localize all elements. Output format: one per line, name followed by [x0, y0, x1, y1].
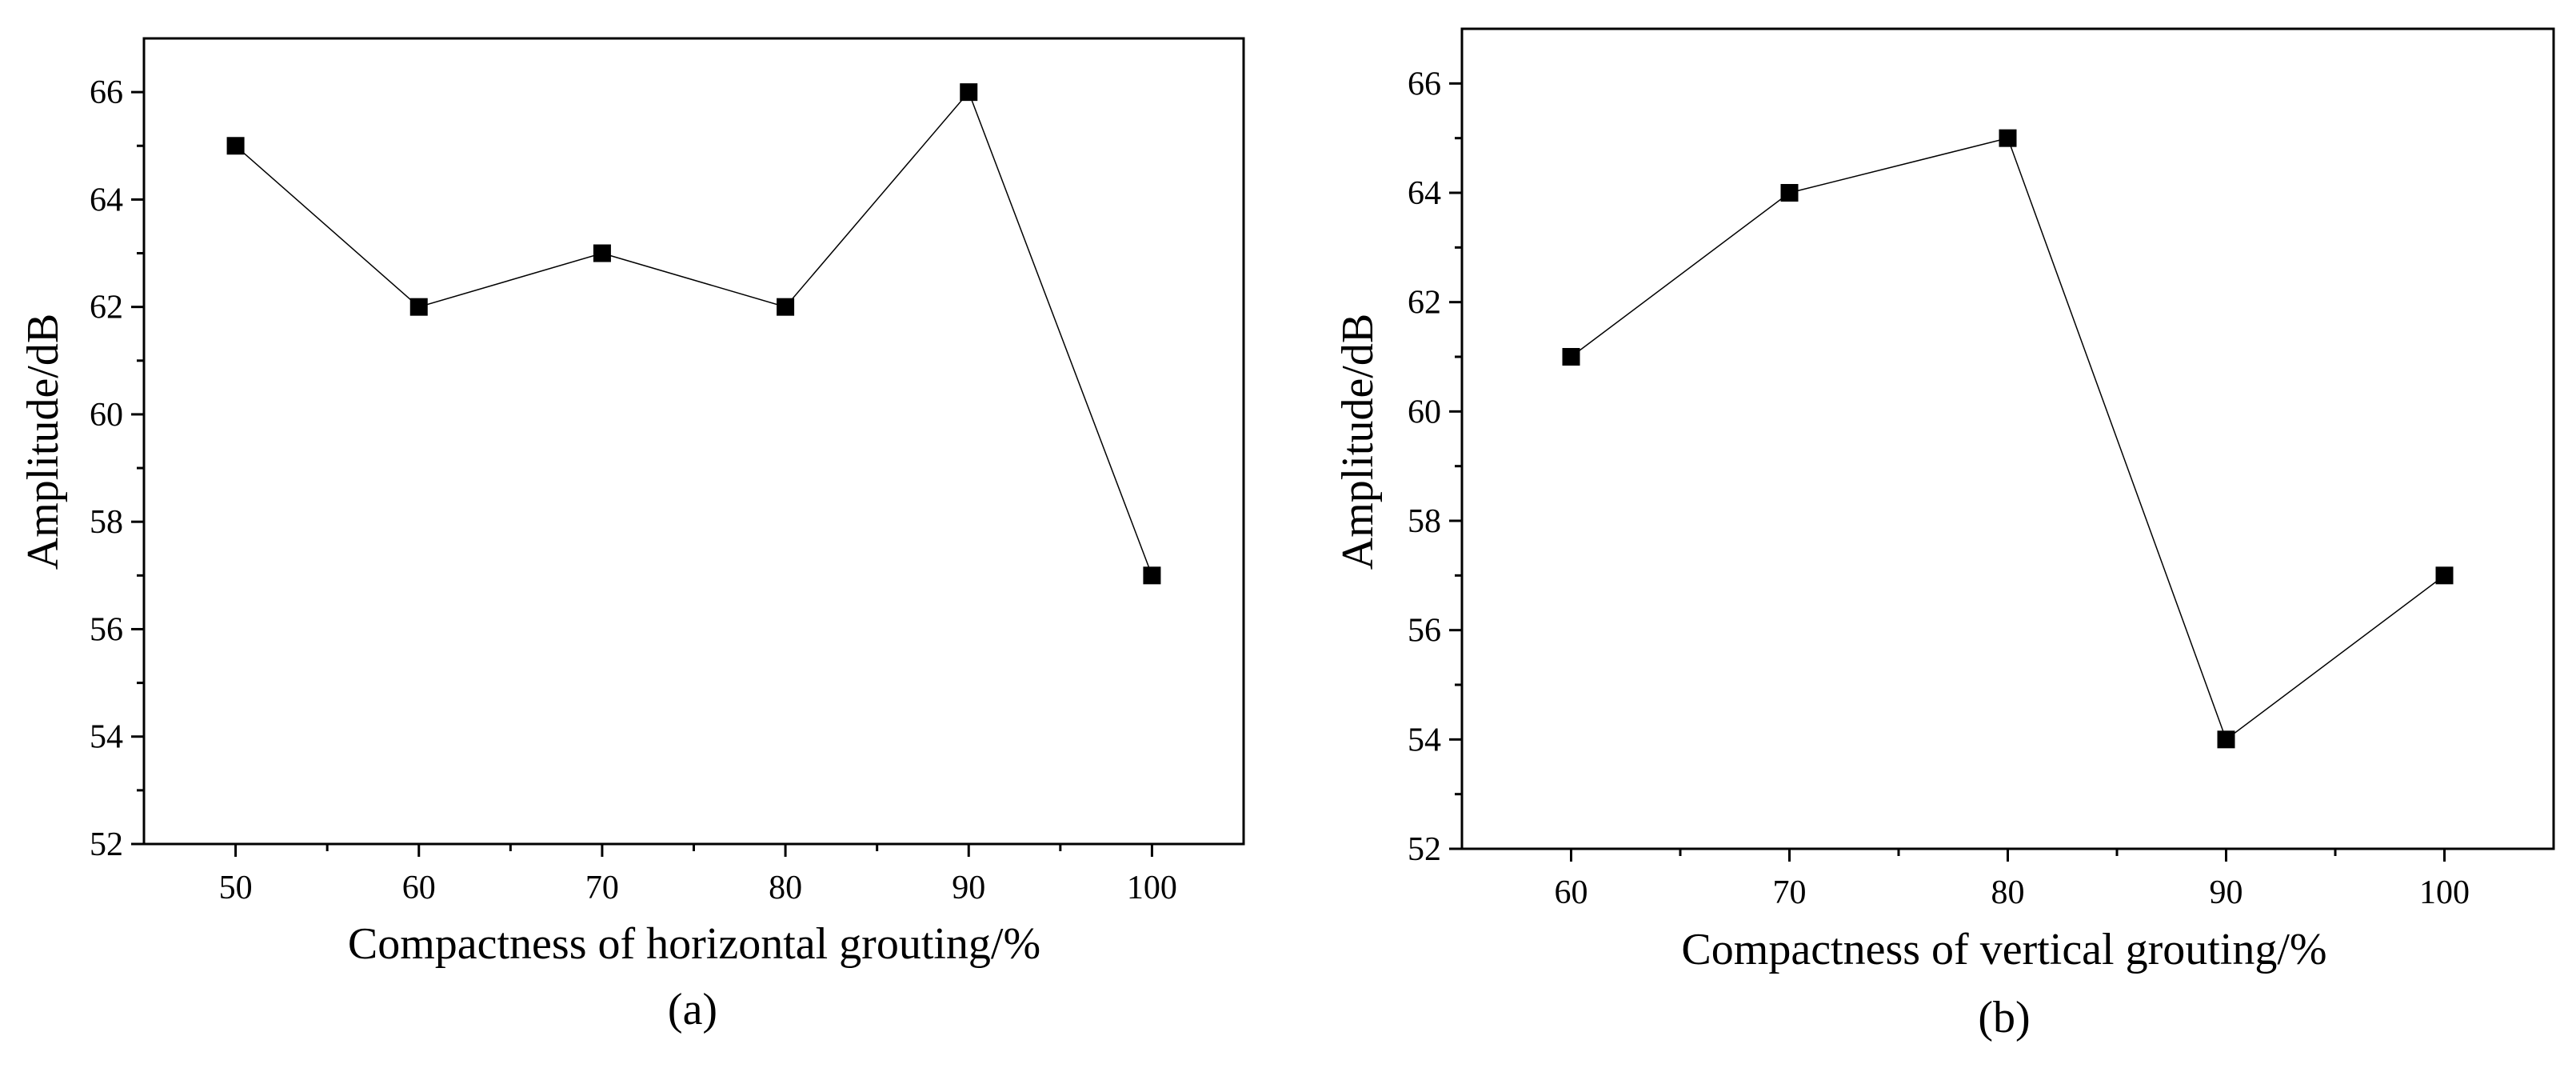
y-tick-label: 54 [1408, 722, 1441, 758]
data-point [1562, 348, 1580, 366]
y-tick-label: 58 [1408, 503, 1441, 540]
x-tick-label: 70 [1773, 874, 1807, 911]
series-line [235, 90, 1153, 576]
x-tick-label: 100 [1127, 870, 1177, 906]
chart-a-caption: (a) [668, 985, 717, 1034]
y-tick-label: 66 [1408, 66, 1441, 102]
x-tick-label: 90 [2210, 874, 2243, 911]
chart-a-ylabel: Amplitude/dB [18, 314, 68, 570]
x-tick-label: 90 [952, 870, 985, 906]
chart-b-caption: (b) [1978, 993, 2030, 1042]
data-point [1143, 566, 1161, 585]
x-tick-label: 100 [2419, 874, 2470, 911]
plot-frame [1460, 27, 2555, 850]
data-point [1999, 129, 2017, 147]
x-tick-label: 80 [1991, 874, 2025, 911]
y-tick-label: 62 [90, 290, 123, 326]
y-tick-label: 56 [1408, 613, 1441, 650]
data-point [1780, 184, 1799, 202]
x-tick-label: 60 [402, 870, 436, 906]
data-point [777, 298, 795, 316]
x-tick-label: 60 [1555, 874, 1588, 911]
y-tick-label: 56 [90, 611, 123, 648]
data-point [960, 83, 978, 102]
y-tick-label: 64 [1408, 175, 1441, 212]
data-point [2435, 566, 2454, 585]
y-tick-label: 54 [90, 719, 123, 756]
x-tick-label: 70 [585, 870, 619, 906]
y-tick-label: 60 [1408, 394, 1441, 430]
chart-b: Compactness of vertical grouting/% Ampli… [1333, 27, 2555, 1042]
y-tick-label: 60 [90, 397, 123, 434]
data-point [226, 137, 245, 155]
y-tick-label: 52 [90, 826, 123, 863]
y-tick-label: 52 [1408, 831, 1441, 868]
data-point [409, 298, 428, 316]
y-tick-label: 58 [90, 504, 123, 541]
y-tick-label: 66 [90, 74, 123, 111]
series-line [1571, 137, 2445, 741]
chart-a: Compactness of horizontal grouting/% Amp… [18, 37, 1245, 1034]
chart-a-xlabel: Compactness of horizontal grouting/% [348, 919, 1040, 969]
plot-frame [142, 37, 1245, 846]
chart-b-ylabel: Amplitude/dB [1333, 314, 1383, 570]
data-point [593, 244, 611, 262]
chart-b-xlabel: Compactness of vertical grouting/% [1681, 925, 2326, 974]
x-tick-label: 50 [219, 870, 253, 906]
data-point [2217, 730, 2235, 749]
x-tick-label: 80 [769, 870, 802, 906]
y-tick-label: 64 [90, 182, 123, 218]
y-tick-label: 62 [1408, 285, 1441, 322]
